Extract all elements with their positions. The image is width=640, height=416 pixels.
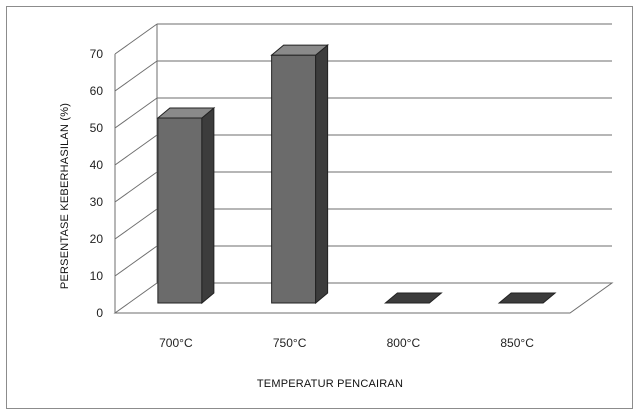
x-tick-label: 750°C bbox=[273, 336, 307, 350]
y-tick-label: 0 bbox=[96, 306, 103, 320]
gridline-side bbox=[114, 97, 158, 129]
bar-side bbox=[201, 106, 215, 305]
bar-top bbox=[270, 44, 330, 56]
gridline-side bbox=[114, 60, 158, 92]
x-tick-label: 700°C bbox=[159, 336, 193, 350]
gridline-side bbox=[114, 208, 158, 240]
x-axis-label: TEMPERATUR PENCAIRAN bbox=[257, 378, 403, 390]
x-tick-label: 850°C bbox=[500, 336, 534, 350]
bar-front bbox=[271, 54, 317, 304]
y-tick-label: 30 bbox=[90, 195, 104, 209]
y-tick-label: 50 bbox=[90, 121, 104, 135]
y-tick-label: 60 bbox=[90, 84, 104, 98]
bar-front bbox=[157, 117, 203, 304]
y-tick-label: 40 bbox=[90, 158, 104, 172]
bar-800°C bbox=[383, 292, 443, 304]
bar-top bbox=[156, 107, 216, 119]
x-tick-labels: 700°C 750°C 800°C 850°C bbox=[159, 336, 534, 350]
bar-side bbox=[315, 44, 329, 305]
bar-flat bbox=[497, 292, 557, 304]
y-tick-label: 20 bbox=[90, 232, 104, 246]
y-tick-label: 70 bbox=[90, 47, 104, 61]
gridlines bbox=[113, 23, 614, 314]
y-tick-labels: 0 10 20 30 40 50 60 70 bbox=[90, 47, 104, 320]
bar-850°C bbox=[497, 292, 557, 304]
bar-700°C bbox=[156, 106, 216, 305]
gridline-side bbox=[114, 134, 158, 166]
floor bbox=[113, 282, 614, 314]
bar-flat bbox=[383, 292, 443, 304]
gridline-side bbox=[114, 245, 158, 277]
x-tick-label: 800°C bbox=[387, 336, 421, 350]
bars bbox=[156, 44, 557, 305]
y-tick-label: 10 bbox=[90, 269, 104, 283]
bar-750°C bbox=[270, 44, 330, 305]
gridline-side bbox=[114, 171, 158, 203]
y-axis-label: PERSENTASE KEBERHASILAN (%) bbox=[59, 103, 71, 289]
gridline-side bbox=[114, 23, 158, 55]
